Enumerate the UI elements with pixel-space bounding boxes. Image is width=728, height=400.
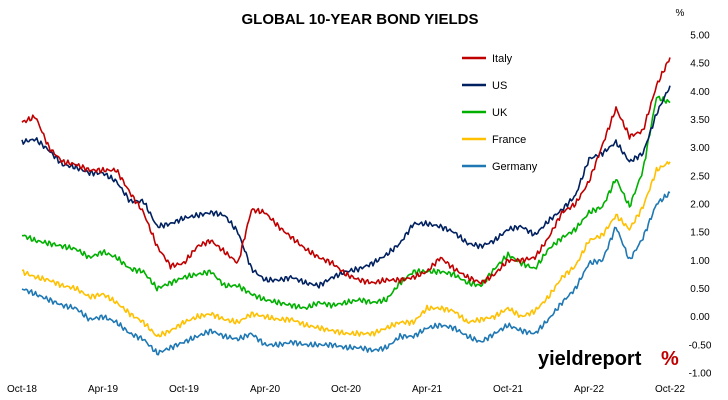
legend-label-uk: UK bbox=[492, 107, 508, 119]
y-tick-label: 0.00 bbox=[690, 312, 710, 323]
x-tick-label: Oct-19 bbox=[169, 384, 199, 395]
x-tick-label: Apr-19 bbox=[88, 384, 118, 395]
y-tick-label: 3.50 bbox=[690, 115, 710, 126]
series-line-uk bbox=[21, 95, 671, 311]
logo-text: yieldreport bbox=[538, 348, 642, 370]
series-line-us bbox=[21, 85, 671, 289]
x-tick-label: Apr-21 bbox=[412, 384, 442, 395]
x-axis-ticks: Oct-18 Apr-19 Oct-19 Apr-20 Oct-20 Apr-21 Oct-… bbox=[7, 384, 685, 395]
series-line-germany bbox=[21, 191, 671, 356]
y-axis-ticks: -1.00 -0.50 0.00 0.50 1.00 1.50 2.00 2.50 3.00 3.… bbox=[689, 31, 712, 380]
y-tick-label: 5.00 bbox=[690, 31, 710, 42]
legend-label-france: France bbox=[492, 134, 526, 146]
x-tick-label: Apr-20 bbox=[250, 384, 280, 395]
series-line-france bbox=[21, 161, 671, 338]
logo-percent-symbol: % bbox=[661, 348, 679, 370]
y-tick-label: 2.00 bbox=[690, 200, 710, 211]
x-tick-label: Oct-20 bbox=[331, 384, 361, 395]
y-tick-label: 0.50 bbox=[690, 284, 710, 295]
y-tick-label: 4.00 bbox=[690, 87, 710, 98]
series-line-italy bbox=[21, 57, 671, 285]
y-tick-label: 2.50 bbox=[690, 171, 710, 182]
y-tick-label: -1.00 bbox=[689, 369, 712, 380]
x-tick-label: Oct-22 bbox=[655, 384, 685, 395]
x-tick-label: Oct-21 bbox=[493, 384, 523, 395]
legend: Italy US UK France Germany bbox=[462, 53, 538, 173]
y-tick-label: 4.50 bbox=[690, 59, 710, 70]
legend-label-germany: Germany bbox=[492, 161, 538, 173]
y-tick-label: 1.50 bbox=[690, 228, 710, 239]
yieldreport-logo: yieldreport % bbox=[538, 348, 679, 370]
y-tick-label: 1.00 bbox=[690, 256, 710, 267]
x-tick-label: Apr-22 bbox=[574, 384, 604, 395]
y-tick-label: -0.50 bbox=[689, 340, 712, 351]
y-tick-label: 3.00 bbox=[690, 143, 710, 154]
y-axis-unit: % bbox=[676, 8, 685, 19]
legend-label-us: US bbox=[492, 80, 507, 92]
chart-title: GLOBAL 10-YEAR BOND YIELDS bbox=[242, 11, 479, 28]
legend-label-italy: Italy bbox=[492, 53, 513, 65]
series-layer bbox=[21, 57, 671, 356]
x-tick-label: Oct-18 bbox=[7, 384, 37, 395]
